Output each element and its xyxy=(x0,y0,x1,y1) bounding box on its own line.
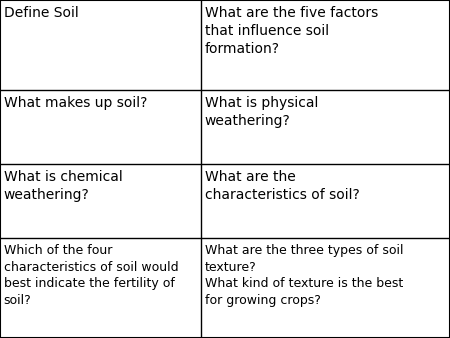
Text: What makes up soil?: What makes up soil? xyxy=(4,96,147,110)
Text: Which of the four
characteristics of soil would
best indicate the fertility of
s: Which of the four characteristics of soi… xyxy=(4,244,178,307)
Text: What is chemical
weathering?: What is chemical weathering? xyxy=(4,170,122,202)
Text: What are the five factors
that influence soil
formation?: What are the five factors that influence… xyxy=(205,6,378,56)
Text: What are the three types of soil
texture?
What kind of texture is the best
for g: What are the three types of soil texture… xyxy=(205,244,403,307)
Text: What is physical
weathering?: What is physical weathering? xyxy=(205,96,318,127)
Text: What are the
characteristics of soil?: What are the characteristics of soil? xyxy=(205,170,360,202)
Text: Define Soil: Define Soil xyxy=(4,6,78,20)
